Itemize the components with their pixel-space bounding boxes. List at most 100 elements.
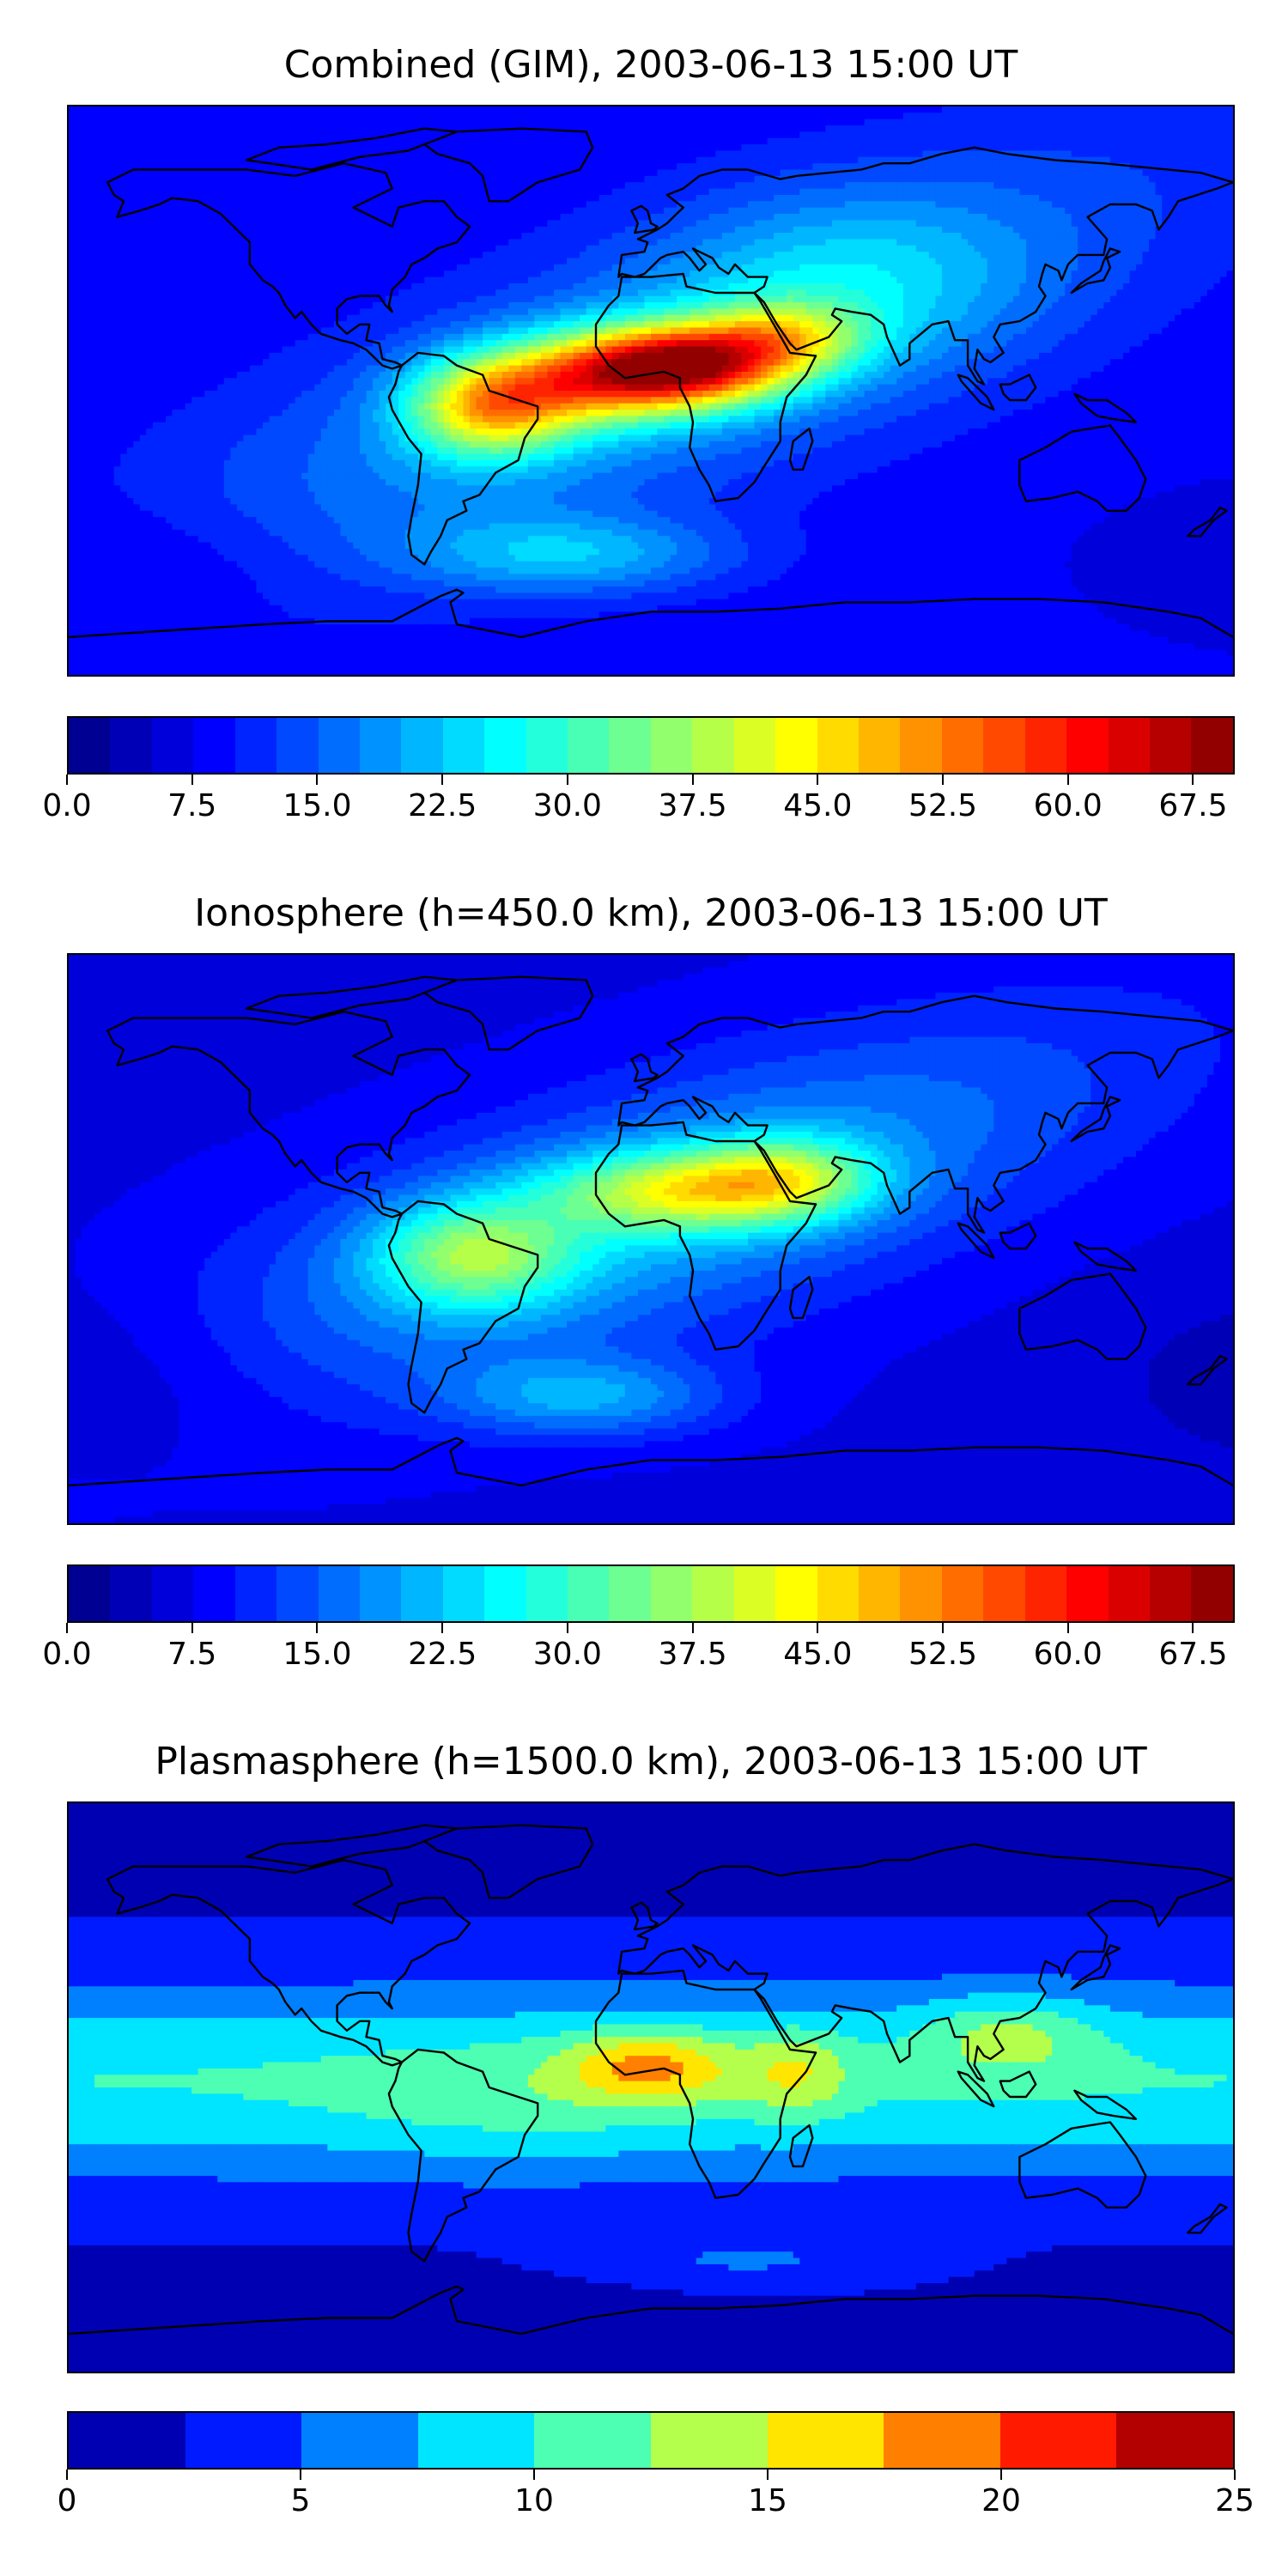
colorbar-segment [1066, 718, 1109, 773]
colorbar-segment [733, 1566, 776, 1621]
colorbar-ticks-combined: 0.0 7.5 15.0 22.5 30.0 37.5 45.0 52.5 60.0 67.5 [42, 775, 1235, 826]
colorbar-segment [359, 718, 402, 773]
colorbar-segment [110, 718, 152, 773]
tec-map-ionosphere [69, 955, 1233, 1523]
colorbar-tick-label: 37.5 [658, 1637, 726, 1673]
tec-map-combined [69, 106, 1233, 675]
colorbar-segment [110, 1566, 152, 1621]
colorbar-tick-label: 0.0 [42, 1637, 91, 1673]
colorbar-segment [692, 718, 734, 773]
colorbar-segment [417, 2413, 535, 2468]
colorbar-segment [401, 718, 443, 773]
tec-field [69, 106, 1233, 675]
colorbar-segment [775, 1566, 817, 1621]
colorbar-segment [941, 718, 984, 773]
colorbar-tick-label: 60.0 [1034, 1637, 1103, 1673]
tec-field [69, 1803, 1233, 2372]
colorbar-tick-label: 7.5 [167, 788, 216, 824]
colorbar-tick-label: 15 [748, 2483, 787, 2519]
colorbar-segment [69, 718, 111, 773]
colorbar-segment [484, 1566, 526, 1621]
colorbar-ticks-plasmasphere: 0 5 10 15 20 25 [58, 2470, 1255, 2521]
colorbar-segment [69, 1566, 111, 1621]
colorbar-segment [692, 1566, 734, 1621]
colorbar-segment [318, 718, 360, 773]
colorbar-tick-label: 67.5 [1158, 788, 1227, 824]
colorbar-segment [526, 718, 568, 773]
map-plasmasphere [67, 1801, 1235, 2373]
colorbar-segment [983, 718, 1025, 773]
colorbar-tick-label: 0 [58, 2483, 77, 2519]
colorbar-segment [318, 1566, 360, 1621]
colorbar-segment [609, 718, 651, 773]
coastline [69, 127, 1233, 639]
colorbar-tick-label: 60.0 [1034, 788, 1103, 824]
colorbar-tick-label: 67.5 [1158, 1637, 1227, 1673]
chart-title-combined: Combined (GIM), 2003-06-13 15:00 UT [67, 43, 1235, 88]
colorbar-segment [733, 718, 776, 773]
colorbar-segment [767, 2413, 884, 2468]
colorbar-segment [650, 2413, 768, 2468]
map-ionosphere [67, 953, 1235, 1525]
colorbar-segment [817, 1566, 860, 1621]
colorbar-tick-label: 30.0 [533, 1637, 602, 1673]
colorbar-tick-label: 15.0 [283, 788, 351, 824]
colorbar-segment [1108, 1566, 1150, 1621]
colorbar-ionosphere [67, 1564, 1235, 1623]
colorbar-tick-label: 22.5 [408, 788, 477, 824]
map-combined [67, 105, 1235, 677]
colorbar-segment [900, 718, 942, 773]
colorbar-segment [401, 1566, 443, 1621]
colorbar-segment [1191, 1566, 1233, 1621]
colorbar-tick-label: 25 [1215, 2483, 1255, 2519]
colorbar-segment [442, 718, 485, 773]
colorbar-segment [526, 1566, 568, 1621]
colorbar-segment [276, 718, 319, 773]
colorbar-segment [817, 718, 860, 773]
colorbar-segment [301, 2413, 418, 2468]
colorbar-segment [859, 718, 901, 773]
colorbar-segment [859, 1566, 901, 1621]
colorbar-segment [185, 2413, 302, 2468]
colorbar-tick-label: 10 [514, 2483, 554, 2519]
chart-title-plasmasphere: Plasmasphere (h=1500.0 km), 2003-06-13 1… [67, 1740, 1235, 1784]
colorbar-segment [650, 718, 693, 773]
coastline [69, 1824, 1233, 2336]
chart-title-ionosphere: Ionosphere (h=450.0 km), 2003-06-13 15:0… [67, 891, 1235, 936]
colorbar-segment [69, 2413, 185, 2468]
colorbar-segment [1108, 718, 1150, 773]
colorbar-segment [568, 1566, 610, 1621]
colorbar-segment [442, 1566, 485, 1621]
colorbar-tick-label: 15.0 [283, 1637, 351, 1673]
colorbar-segment [775, 718, 817, 773]
colorbar-segment [234, 718, 277, 773]
colorbar-tick-label: 5 [291, 2483, 311, 2519]
colorbar-segment [1024, 1566, 1067, 1621]
colorbar-segment [534, 2413, 651, 2468]
colorbar-segment [1149, 718, 1192, 773]
colorbar-tick-label: 20 [981, 2483, 1021, 2519]
colorbar-tick-label: 37.5 [658, 788, 726, 824]
colorbar-segment [941, 1566, 984, 1621]
colorbar-plasmasphere [67, 2411, 1235, 2470]
colorbar-tick-label: 45.0 [783, 1637, 852, 1673]
colorbar-segment [484, 718, 526, 773]
colorbar-segment [983, 1566, 1025, 1621]
colorbar-tick-label: 30.0 [533, 788, 602, 824]
colorbar-tick-label: 0.0 [42, 788, 91, 824]
colorbar-segment [193, 1566, 235, 1621]
colorbar-tick-label: 52.5 [908, 1637, 977, 1673]
colorbar-segment [609, 1566, 651, 1621]
colorbar-segment [568, 718, 610, 773]
tec-map-plasmasphere [69, 1803, 1233, 2372]
colorbar-segment [650, 1566, 693, 1621]
colorbar-segment [1149, 1566, 1192, 1621]
colorbar-tick-label: 7.5 [167, 1637, 216, 1673]
colorbar-segment [1024, 718, 1067, 773]
colorbar-tick-label: 22.5 [408, 1637, 477, 1673]
colorbar-segment [193, 718, 235, 773]
colorbar-tick-label: 52.5 [908, 788, 977, 824]
colorbar-segment [359, 1566, 402, 1621]
colorbar-combined [67, 716, 1235, 775]
colorbar-segment [1066, 1566, 1109, 1621]
